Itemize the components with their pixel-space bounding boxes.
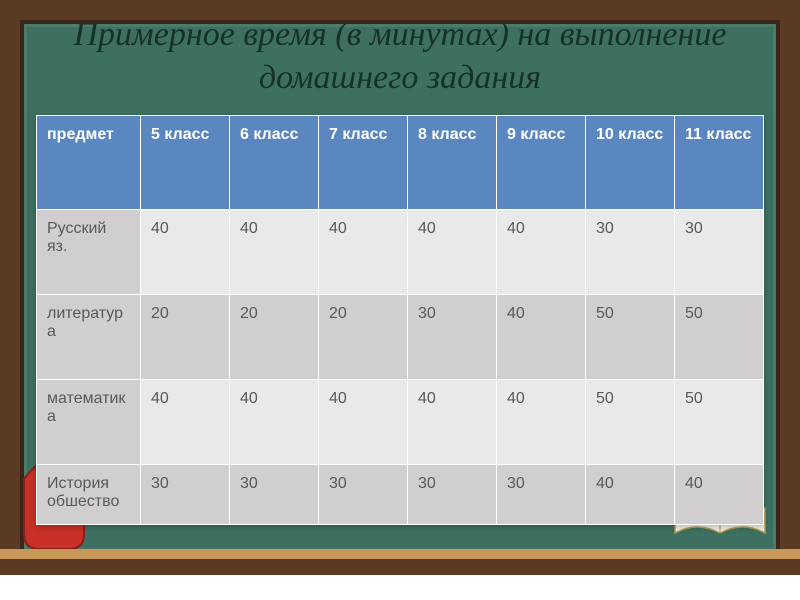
col-header-grade: 6 класс (230, 116, 319, 210)
value-cell: 50 (675, 295, 764, 380)
table-row: литература20202030405050 (37, 295, 764, 380)
subject-cell: литература (37, 295, 141, 380)
table-row: Русский яз.40404040403030 (37, 210, 764, 295)
value-cell: 20 (230, 295, 319, 380)
value-cell: 40 (141, 380, 230, 465)
value-cell: 30 (586, 210, 675, 295)
slide-title: Примерное время (в минутах) на выполнени… (40, 14, 760, 99)
table-header-row: предмет5 класс6 класс7 класс8 класс9 кла… (37, 116, 764, 210)
value-cell: 30 (408, 465, 497, 525)
value-cell: 50 (675, 380, 764, 465)
value-cell: 40 (408, 210, 497, 295)
value-cell: 50 (586, 295, 675, 380)
value-cell: 20 (141, 295, 230, 380)
value-cell: 40 (497, 380, 586, 465)
col-header-grade: 8 класс (408, 116, 497, 210)
col-header-grade: 10 класс (586, 116, 675, 210)
subject-cell: математика (37, 380, 141, 465)
col-header-grade: 5 класс (141, 116, 230, 210)
value-cell: 40 (230, 210, 319, 295)
value-cell: 40 (497, 210, 586, 295)
table-row: История обшество30303030304040 (37, 465, 764, 525)
value-cell: 40 (319, 380, 408, 465)
value-cell: 30 (319, 465, 408, 525)
value-cell: 40 (497, 295, 586, 380)
col-header-subject: предмет (37, 116, 141, 210)
table-row: математика40404040405050 (37, 380, 764, 465)
slide: Примерное время (в минутах) на выполнени… (0, 0, 800, 600)
subject-cell: Русский яз. (37, 210, 141, 295)
value-cell: 40 (675, 465, 764, 525)
value-cell: 30 (230, 465, 319, 525)
homework-table: предмет5 класс6 класс7 класс8 класс9 кла… (36, 115, 764, 525)
value-cell: 40 (141, 210, 230, 295)
value-cell: 40 (319, 210, 408, 295)
value-cell: 30 (408, 295, 497, 380)
value-cell: 50 (586, 380, 675, 465)
value-cell: 30 (675, 210, 764, 295)
col-header-grade: 9 класс (497, 116, 586, 210)
value-cell: 30 (141, 465, 230, 525)
homework-table-container: предмет5 класс6 класс7 класс8 класс9 кла… (36, 115, 764, 525)
subject-cell: История обшество (37, 465, 141, 525)
value-cell: 30 (497, 465, 586, 525)
value-cell: 20 (319, 295, 408, 380)
value-cell: 40 (408, 380, 497, 465)
value-cell: 40 (230, 380, 319, 465)
col-header-grade: 7 класс (319, 116, 408, 210)
col-header-grade: 11 класс (675, 116, 764, 210)
value-cell: 40 (586, 465, 675, 525)
